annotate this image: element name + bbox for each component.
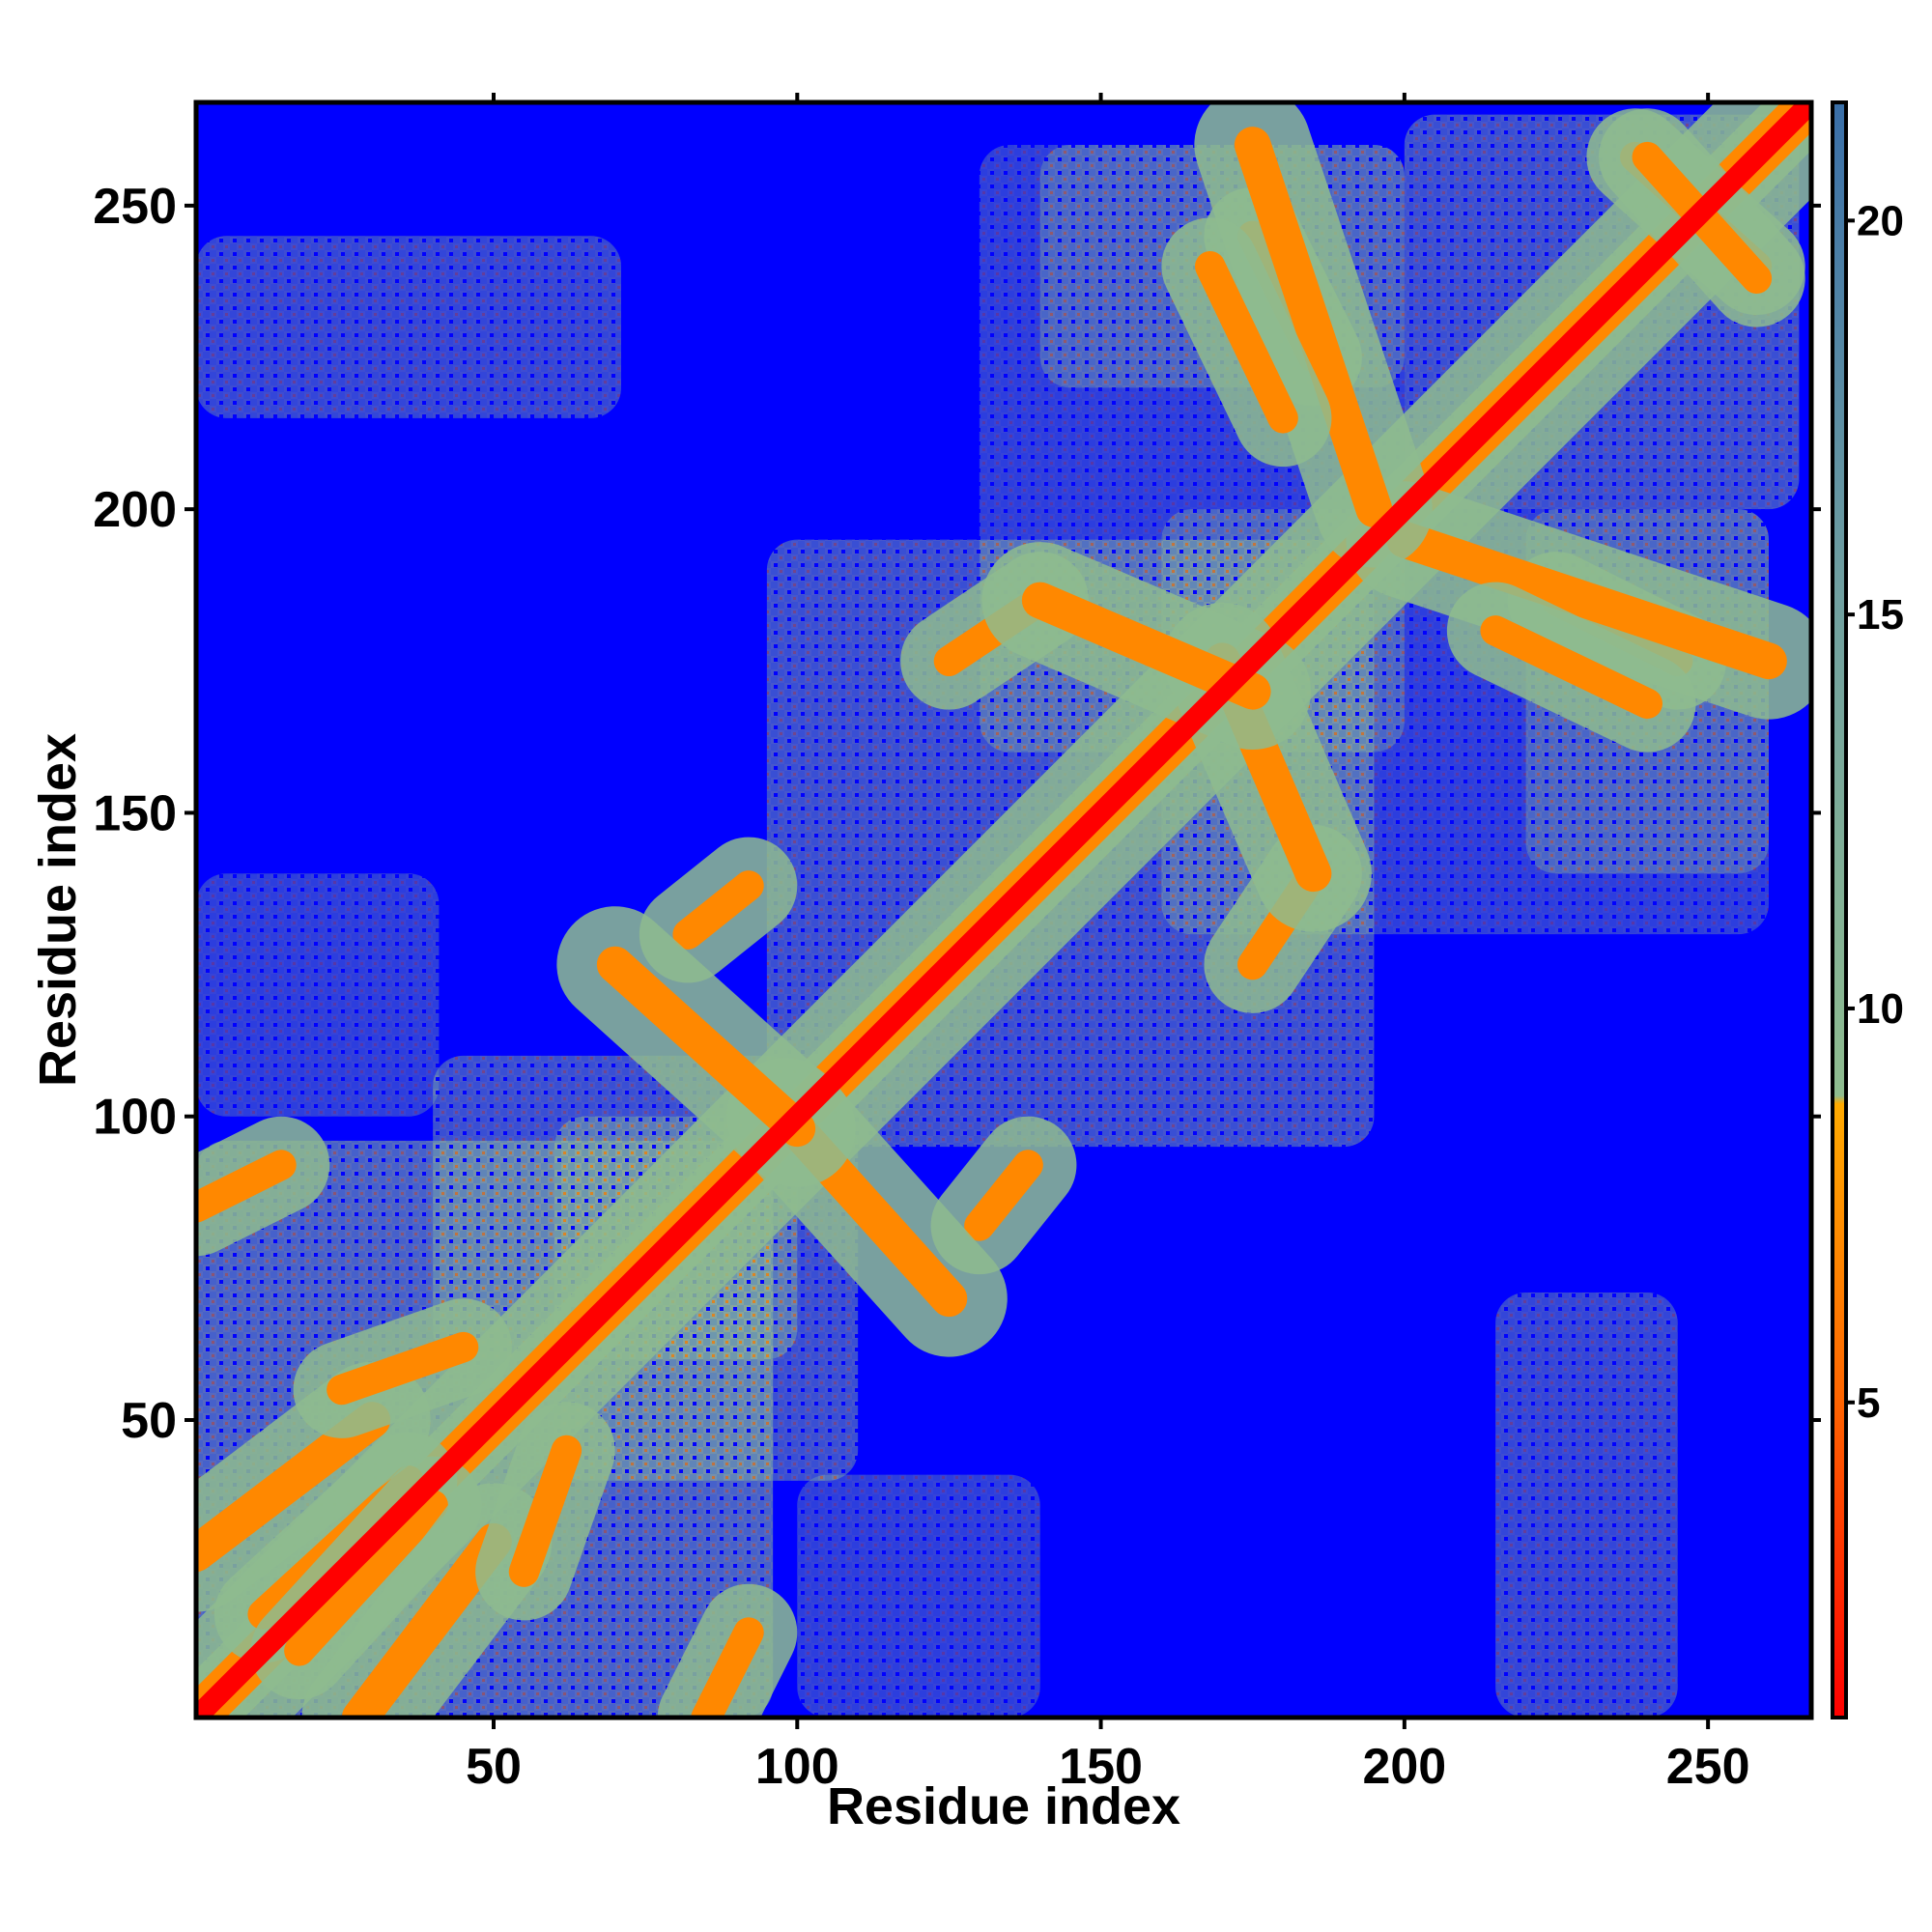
contact-band (596, 946, 816, 1148)
contact-band (196, 1402, 391, 1573)
contact-halo-region (797, 1474, 1040, 1718)
x-tick-label: 250 (1666, 1739, 1750, 1795)
contact-band (1194, 250, 1298, 434)
contact-band (341, 1522, 512, 1718)
contact-band (672, 870, 764, 950)
contact-band (1386, 521, 1787, 680)
y-axis-ticks: 50 100 150 200 250 (93, 179, 1821, 1449)
colorbar: 5 10 15 20 (1831, 100, 1904, 1719)
x-tick-label: 150 (1059, 1739, 1143, 1795)
colorbar-tick-label: 20 (1857, 197, 1904, 244)
y-tick-label: 250 (93, 179, 177, 235)
x-axis-ticks: 50 100 150 200 250 (466, 93, 1750, 1795)
y-tick-label: 200 (93, 482, 177, 538)
contact-band (1234, 127, 1393, 528)
x-tick-label: 200 (1362, 1739, 1446, 1795)
x-tick-label: 50 (466, 1739, 522, 1795)
plot-frame (193, 99, 1814, 1720)
contact-band (284, 1490, 448, 1666)
contact-halo-region (196, 873, 440, 1117)
diagonal-core (196, 102, 1811, 1718)
x-axis-label: Residue index (827, 1777, 1180, 1835)
colorbar-tick-label: 15 (1857, 591, 1904, 639)
contact-band (508, 1435, 582, 1587)
contact-band (964, 1150, 1043, 1241)
contact-halo-region (196, 236, 621, 418)
heatmap-plot-area (193, 99, 1814, 1720)
contact-band (1480, 615, 1663, 720)
colorbar-tick-label: 10 (1857, 985, 1904, 1033)
contact-segment-layer (196, 102, 1811, 1718)
contact-halo-region (1495, 1293, 1678, 1718)
contact-band (691, 1617, 764, 1718)
x-tick-label: 100 (755, 1739, 839, 1795)
colorbar-gradient (1831, 100, 1848, 1719)
colorbar-ticks: 5 10 15 20 (1846, 197, 1904, 1427)
contact-band (196, 1150, 297, 1223)
y-tick-label: 150 (93, 785, 177, 841)
y-tick-label: 50 (121, 1393, 177, 1449)
colorbar-tick-label: 5 (1857, 1379, 1880, 1427)
y-tick-label: 100 (93, 1090, 177, 1146)
contact-band (327, 1331, 479, 1406)
contact-band (1021, 582, 1271, 710)
y-axis-label: Residue index (29, 733, 87, 1087)
